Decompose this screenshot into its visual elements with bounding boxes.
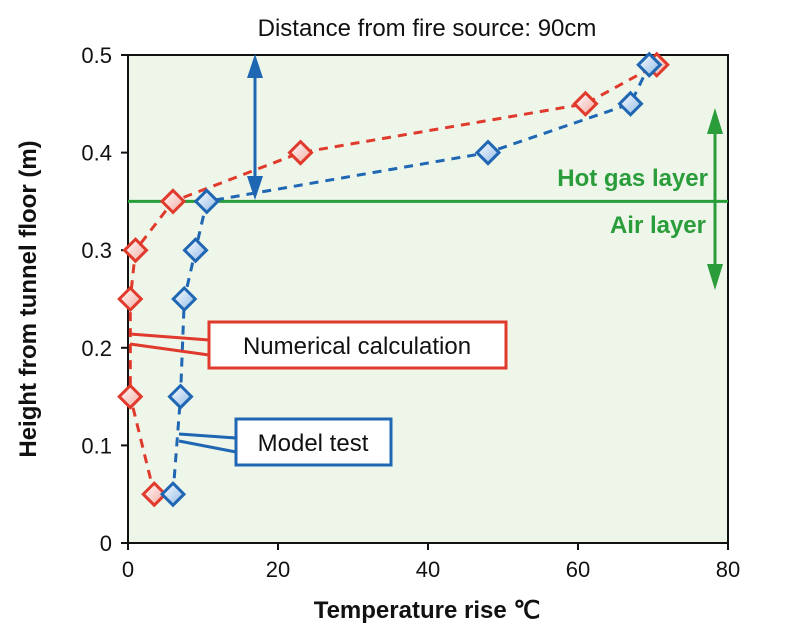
numerical-calculation-callout: Numerical calculation: [129, 320, 508, 370]
x-tick-label: 40: [416, 557, 440, 582]
data-point-marker: [193, 188, 220, 215]
layer-arrow: [707, 108, 723, 290]
series-line: [171, 64, 651, 495]
data-point-marker: [287, 139, 314, 166]
x-tick-label: 80: [716, 557, 740, 582]
y-tick-label: 0.4: [81, 141, 112, 166]
model-test-label: Model test: [258, 430, 369, 457]
numerical-calculation-label: Numerical calculation: [243, 333, 471, 360]
x-axis-ticks: 0 20 40 60 80: [122, 543, 740, 582]
data-point-marker: [171, 285, 198, 313]
y-tick-label: 0.5: [81, 43, 112, 68]
data-point-marker: [167, 383, 194, 410]
data-point-marker: [122, 237, 149, 264]
data-point-marker: [617, 90, 644, 117]
data-point-marker: [636, 51, 663, 78]
data-point-marker: [159, 481, 187, 508]
x-axis-title: Temperature rise ℃: [314, 597, 541, 624]
y-axis-title: Height from tunnel floor (m): [15, 140, 42, 457]
x-tick-label: 20: [266, 557, 290, 582]
data-point-marker: [117, 285, 144, 313]
model-test-callout: Model test: [178, 417, 393, 467]
data-point-marker: [182, 237, 209, 264]
data-point-marker: [117, 383, 144, 410]
series-layer: [117, 51, 670, 508]
data-point-marker: [159, 188, 187, 215]
y-tick-label: 0: [100, 531, 112, 556]
hot-gas-layer-label: Hot gas layer: [557, 165, 708, 192]
chart-title: Distance from fire source: 90cm: [258, 15, 597, 42]
y-tick-label: 0.2: [81, 336, 112, 361]
y-tick-label: 0.1: [81, 433, 112, 458]
data-point-marker: [474, 139, 502, 166]
data-point-marker: [572, 90, 599, 117]
x-tick-label: 0: [122, 557, 134, 582]
y-tick-label: 0.3: [81, 238, 112, 263]
y-axis-ticks: 0 0.1 0.2 0.3 0.4 0.5: [81, 43, 128, 556]
data-point-marker: [141, 481, 168, 508]
hot-gas-height-arrow: [247, 54, 263, 200]
air-layer-label: Air layer: [610, 212, 706, 239]
series-0: [117, 51, 670, 508]
series-1: [159, 51, 663, 508]
x-tick-label: 60: [566, 557, 590, 582]
series-line: [128, 63, 658, 495]
plot-area: [127, 54, 729, 544]
